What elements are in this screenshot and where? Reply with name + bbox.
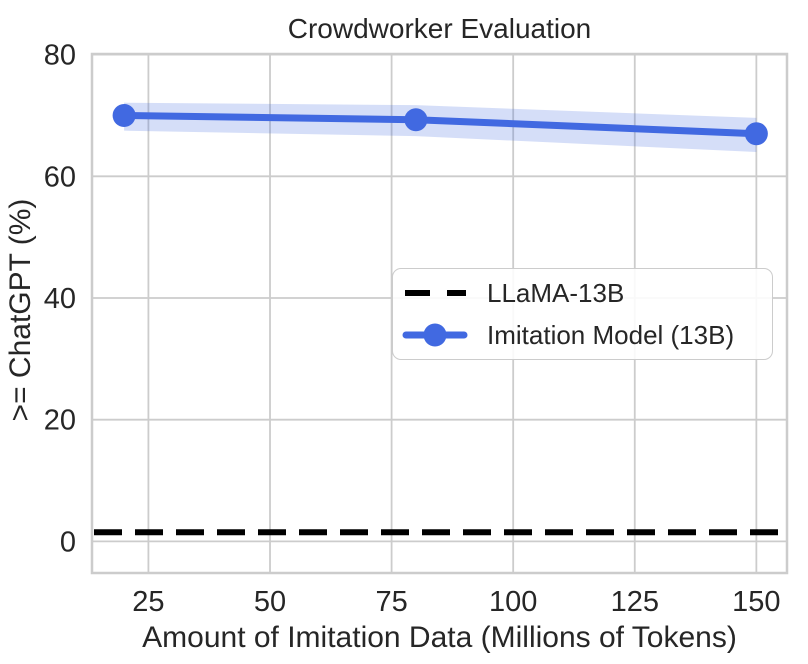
data-point-marker xyxy=(112,103,136,127)
x-tick-label: 100 xyxy=(489,586,537,618)
x-tick-label: 25 xyxy=(132,586,164,618)
y-tick-label: 40 xyxy=(44,283,76,315)
line-dot-swatch-icon xyxy=(402,323,468,347)
x-tick-label: 75 xyxy=(375,586,407,618)
x-tick-label: 50 xyxy=(254,586,286,618)
data-point-marker xyxy=(744,122,768,146)
chart-title: Crowdworker Evaluation xyxy=(287,13,592,44)
legend-label-llama: LLaMA-13B xyxy=(487,277,625,308)
y-tick-label: 20 xyxy=(44,405,76,437)
legend-item-llama: LLaMA-13B xyxy=(402,273,772,313)
y-tick-label: 0 xyxy=(60,526,76,558)
y-tick-label: 60 xyxy=(44,161,76,193)
legend-label-imitation: Imitation Model (13B) xyxy=(487,319,735,350)
x-axis-label: Amount of Imitation Data (Millions of To… xyxy=(142,621,737,654)
y-tick-label: 80 xyxy=(44,40,76,72)
legend-item-imitation: Imitation Model (13B) xyxy=(402,315,772,355)
legend: LLaMA-13B Imitation Model (13B) xyxy=(392,268,773,360)
plot-border xyxy=(90,52,789,575)
x-tick-label: 150 xyxy=(732,586,780,618)
x-tick-label: 125 xyxy=(611,586,659,618)
data-point-marker xyxy=(404,108,428,132)
dashed-line-swatch-icon xyxy=(405,290,466,296)
